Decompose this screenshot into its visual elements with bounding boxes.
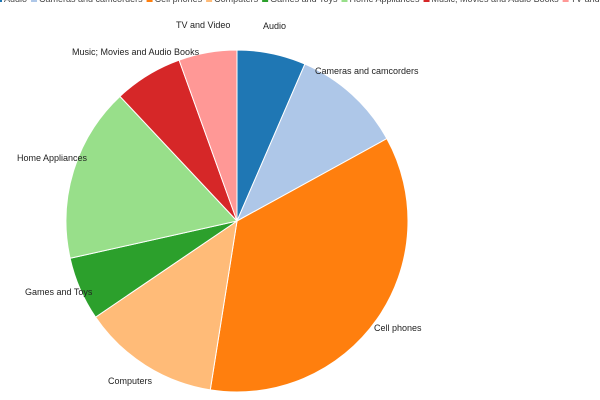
slice-label-4: Games and Toys (25, 287, 93, 297)
pie-slice-3[interactable] (94, 219, 238, 391)
legend-label-3[interactable]: Computers (214, 0, 259, 4)
legend-label-2[interactable]: Cell phones (155, 0, 203, 4)
slice-label-5: Home Appliances (17, 153, 88, 163)
legend: Audio Cameras and camcorders Cell phones Co… (0, 0, 600, 4)
legend-label-4[interactable]: Games and Toys (270, 0, 338, 4)
slice-label-6: Music; Movies and Audio Books (72, 47, 200, 57)
pie-slices (65, 49, 409, 393)
slice-label-3: Computers (108, 376, 153, 386)
legend-swatch-4[interactable] (262, 0, 269, 2)
legend-swatch-3[interactable] (206, 0, 213, 2)
slice-label-0: Audio (263, 21, 286, 31)
legend-swatch-1[interactable] (31, 0, 38, 2)
slice-labels: Audio Cameras and camcorders Cell phones Co… (17, 20, 422, 386)
legend-label-7[interactable]: TV and Video (571, 0, 600, 4)
pie-slice-1[interactable] (235, 63, 388, 223)
legend-swatch-2[interactable] (146, 0, 153, 2)
slice-label-7: TV and Video (176, 20, 230, 30)
legend-label-5[interactable]: Home Appliances (350, 0, 421, 4)
pie-slice-5[interactable] (65, 95, 238, 259)
legend-swatch-0[interactable] (0, 0, 2, 2)
pie-slice-7[interactable] (178, 49, 238, 222)
pie-slice-2[interactable] (209, 137, 409, 393)
legend-swatch-7[interactable] (562, 0, 569, 2)
slice-label-1: Cameras and camcorders (315, 66, 419, 76)
legend-label-6[interactable]: Music; Movies and Audio Books (432, 0, 560, 4)
legend-label-1[interactable]: Cameras and camcorders (39, 0, 143, 4)
legend-swatch-5[interactable] (341, 0, 348, 2)
legend-label-0[interactable]: Audio (4, 0, 27, 4)
slice-label-2: Cell phones (374, 323, 422, 333)
legend-swatch-6[interactable] (423, 0, 430, 2)
